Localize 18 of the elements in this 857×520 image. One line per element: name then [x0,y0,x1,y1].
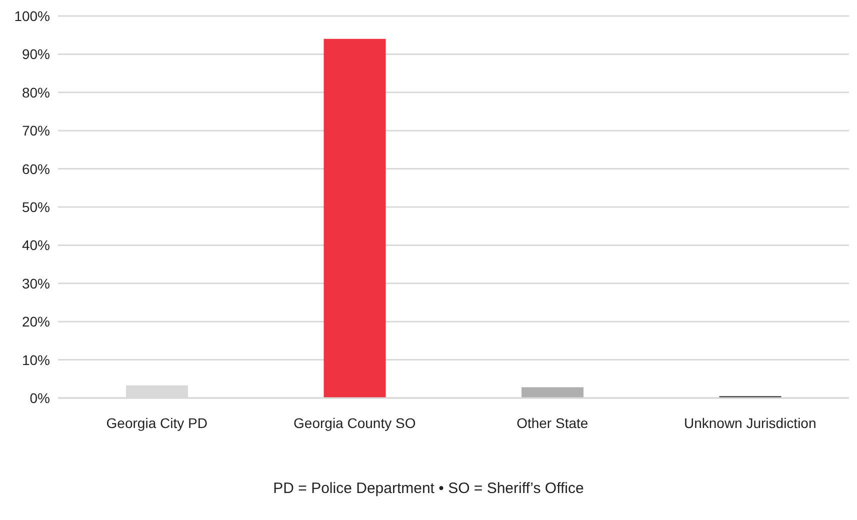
y-tick-label: 40% [22,237,50,254]
y-tick-label: 70% [22,122,50,139]
bar [324,38,386,398]
x-tick-label: Other State [516,414,588,431]
y-tick-label: 0% [30,390,50,406]
y-tick-label: 10% [22,352,50,368]
y-tick-label: 50% [22,198,50,215]
x-tick-label: Georgia County SO [294,414,416,431]
text: PD = Police Department • SO = Sheriff’s Office [272,480,585,497]
y-tick-label: 60% [22,160,50,177]
y-tick-label: 100% [14,8,50,24]
x-tick-label: Georgia City PD [106,414,208,431]
y-tick-label: 30% [22,275,50,292]
x-tick-label: Unknown Jurisdiction [684,414,816,431]
y-tick-label: 80% [22,84,50,100]
y-tick-label: 90% [22,46,50,62]
y-tick-label: 20% [22,314,50,330]
bar [522,387,584,398]
